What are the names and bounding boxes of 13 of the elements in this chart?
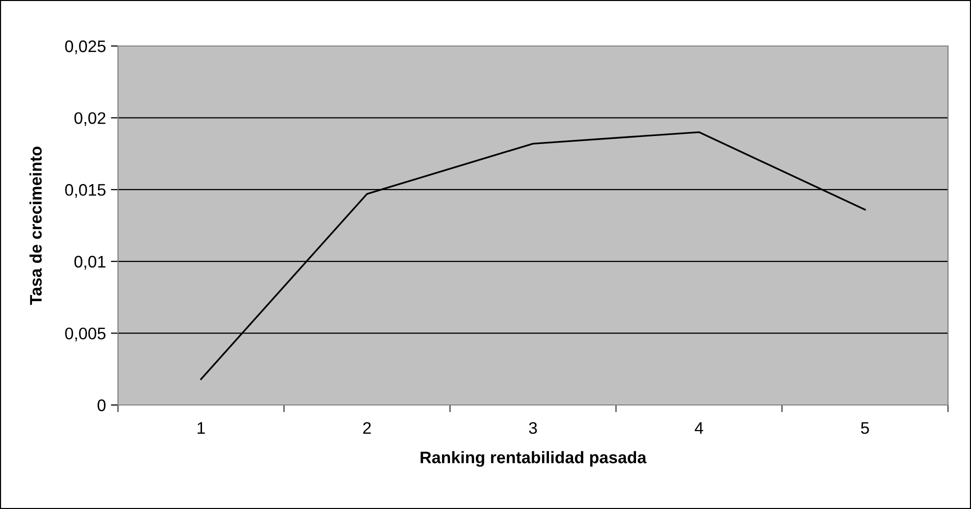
y-tick-label: 0,025 bbox=[65, 40, 106, 54]
x-tick-label: 2 bbox=[363, 422, 371, 434]
y-tick-label: 0,01 bbox=[74, 256, 106, 270]
y-tick-label: 0 bbox=[98, 399, 106, 412]
y-tick-label: 0,02 bbox=[74, 112, 106, 126]
x-tick-label: 3 bbox=[529, 422, 537, 434]
x-tick-label: 1 bbox=[198, 422, 205, 434]
x-tick-label: 4 bbox=[694, 422, 704, 434]
y-tick-label: 0,015 bbox=[65, 184, 106, 198]
x-axis-title: Ranking rentabilidad pasada bbox=[420, 451, 647, 467]
x-tick-label: 5 bbox=[861, 422, 869, 434]
y-tick-label: 0,005 bbox=[65, 328, 106, 342]
y-axis-title: Tasa de crecimeinto bbox=[30, 146, 42, 305]
